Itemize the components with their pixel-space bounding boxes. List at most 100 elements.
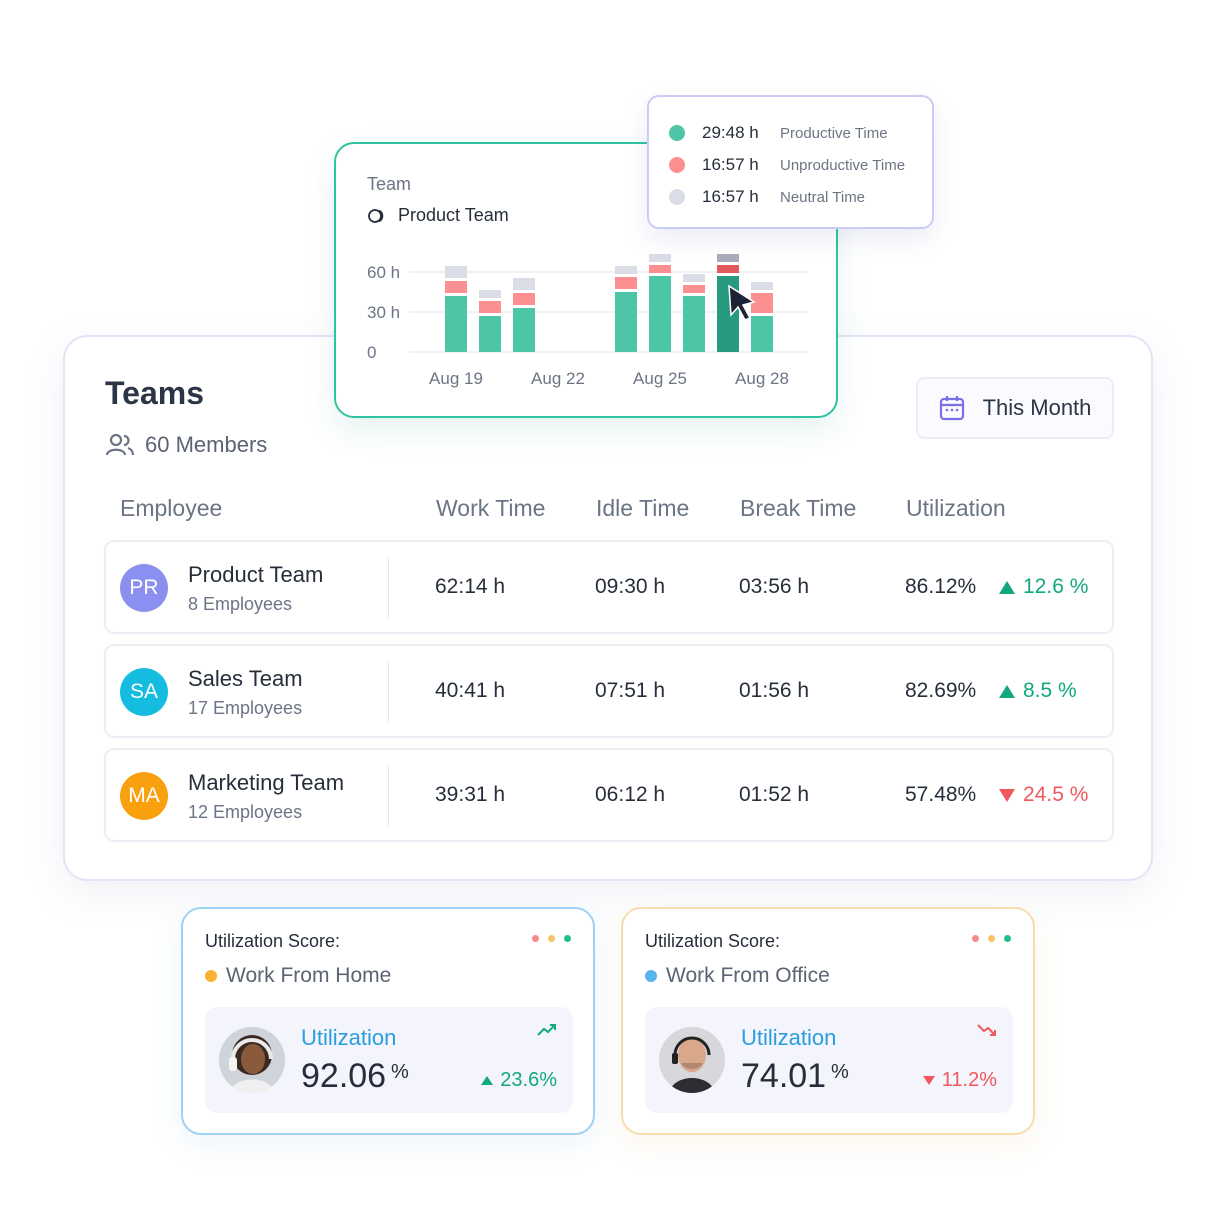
work-time: 39:31 h: [435, 783, 506, 806]
window-dots[interactable]: [972, 935, 1011, 942]
tooltip-value: 16:57 h: [702, 187, 759, 206]
bar-segment-productive: [717, 276, 739, 352]
x-tick-label: Aug 25: [633, 369, 687, 388]
utilization-card-home: Utilization Score: Work From Home Utiliz…: [181, 907, 595, 1135]
members-label: 60 Members: [145, 432, 268, 457]
trend-value: 24.5 %: [1023, 783, 1089, 806]
tooltip-value: 16:57 h: [702, 155, 759, 174]
bar-segment-unproductive: [445, 281, 467, 293]
legend-dot: [669, 125, 685, 141]
trend-value: 23.6%: [500, 1069, 557, 1091]
bar-segment-neutral: [513, 278, 535, 290]
location-dot: [645, 970, 657, 982]
dot: [1004, 935, 1011, 942]
bar-segment-productive: [615, 292, 637, 352]
column-header-idle-time[interactable]: Idle Time: [596, 495, 690, 521]
utilization-value: 92.06: [301, 1057, 387, 1095]
stacked-bar-chart[interactable]: 60 h 30 h 0 Aug 19 Aug 22 Aug 25 Aug 28: [336, 144, 840, 420]
cursor-icon: [728, 284, 756, 321]
members-count: 60 Members: [105, 432, 267, 458]
arrow-down-icon: [922, 1076, 935, 1085]
team-selector-label: Product Team: [398, 205, 509, 225]
page-title: Teams: [105, 375, 205, 411]
row-divider: [388, 766, 389, 826]
trend-badge: 12.6 %: [999, 575, 1088, 599]
avatar: PR: [120, 564, 168, 612]
team-employee-count: 17 Employees: [188, 698, 303, 718]
table-row[interactable]: SA Sales Team 17 Employees 40:41 h 07:51…: [104, 644, 1114, 738]
teams-panel: Teams 60 Members This Month Employee Wor…: [63, 335, 1153, 881]
utilization-card-office: Utilization Score: Work From Office Util…: [621, 907, 1035, 1135]
trend-badge: 11.2%: [922, 1069, 997, 1092]
tooltip-item: 16:57 h Unproductive Time: [669, 155, 905, 175]
utilization-value: 74.01: [741, 1057, 827, 1095]
bar-segment-unproductive: [479, 301, 501, 313]
location-label: Work From Home: [226, 964, 392, 987]
bar-segment-unproductive: [751, 293, 773, 313]
utilization-unit: %: [391, 1061, 409, 1083]
location-dot: [205, 970, 217, 982]
tooltip-item: 29:48 h Productive Time: [669, 123, 888, 143]
bar-segment-productive: [513, 308, 535, 352]
location-label: Work From Office: [666, 964, 830, 987]
column-header-utilization[interactable]: Utilization: [906, 495, 1006, 521]
table-row[interactable]: MA Marketing Team 12 Employees 39:31 h 0…: [104, 748, 1114, 842]
dot: [548, 935, 555, 942]
dot: [972, 935, 979, 942]
util-card-title: Utilization Score:: [645, 931, 781, 951]
utilization: 57.48%: [905, 783, 977, 806]
utilization-label: Utilization: [301, 1025, 397, 1050]
y-tick-label: 60 h: [367, 263, 400, 282]
avatar: MA: [120, 772, 168, 820]
utilization-summary: Utilization 92.06 % 23.6%: [205, 1007, 573, 1113]
x-tick-label: Aug 19: [429, 369, 483, 388]
bar-segment-productive: [649, 276, 671, 352]
team-toggle-icon: [368, 208, 384, 223]
column-header-employee[interactable]: Employee: [120, 495, 223, 521]
bar-segment-neutral: [649, 254, 671, 262]
avatar-photo: [219, 1027, 285, 1093]
team-selector[interactable]: Product Team: [367, 205, 509, 226]
trend-value: 8.5 %: [1023, 679, 1077, 702]
y-tick-label: 0: [367, 343, 376, 362]
utilization: 82.69%: [905, 679, 977, 702]
legend-dot: [669, 157, 685, 173]
team-employee-count: 8 Employees: [188, 594, 293, 614]
utilization-label: Utilization: [741, 1025, 837, 1050]
bar-segment-productive: [445, 296, 467, 352]
column-header-break-time[interactable]: Break Time: [740, 495, 857, 521]
y-tick-label: 30 h: [367, 303, 400, 322]
calendar-icon: [939, 396, 964, 421]
bar-segment-productive: [479, 316, 501, 352]
trend-badge: 8.5 %: [999, 679, 1077, 703]
period-select-button[interactable]: This Month: [916, 377, 1114, 439]
dot: [988, 935, 995, 942]
arrow-up-icon: [999, 580, 1015, 594]
legend-dot: [669, 189, 685, 205]
table-row[interactable]: PR Product Team 8 Employees 62:14 h 09:3…: [104, 540, 1114, 634]
trend-value: 12.6 %: [1023, 575, 1089, 598]
dot: [532, 935, 539, 942]
window-dots[interactable]: [532, 935, 571, 942]
work-time: 62:14 h: [435, 575, 506, 598]
trend-badge: 23.6%: [481, 1069, 557, 1092]
bar-segment-unproductive: [683, 285, 705, 293]
trend-badge: 24.5 %: [999, 783, 1088, 807]
bar-segment-unproductive: [717, 265, 739, 273]
period-label: This Month: [982, 395, 1092, 420]
tooltip-value: 29:48 h: [702, 123, 759, 142]
team-name: Sales Team: [188, 666, 303, 691]
chart-section-label: Team: [367, 174, 412, 194]
break-time: 03:56 h: [739, 575, 810, 598]
team-name: Marketing Team: [188, 770, 345, 795]
tooltip-label: Unproductive Time: [780, 156, 906, 174]
chart-tooltip: 29:48 h Productive Time 16:57 h Unproduc…: [647, 95, 934, 229]
dot: [564, 935, 571, 942]
bar-segment-unproductive: [513, 293, 535, 305]
bar-segment-unproductive: [615, 277, 637, 289]
break-time: 01:52 h: [739, 783, 810, 806]
bar-segment-neutral: [445, 266, 467, 278]
work-location: Work From Home: [205, 964, 391, 988]
break-time: 01:56 h: [739, 679, 810, 702]
column-header-work-time[interactable]: Work Time: [436, 495, 546, 521]
